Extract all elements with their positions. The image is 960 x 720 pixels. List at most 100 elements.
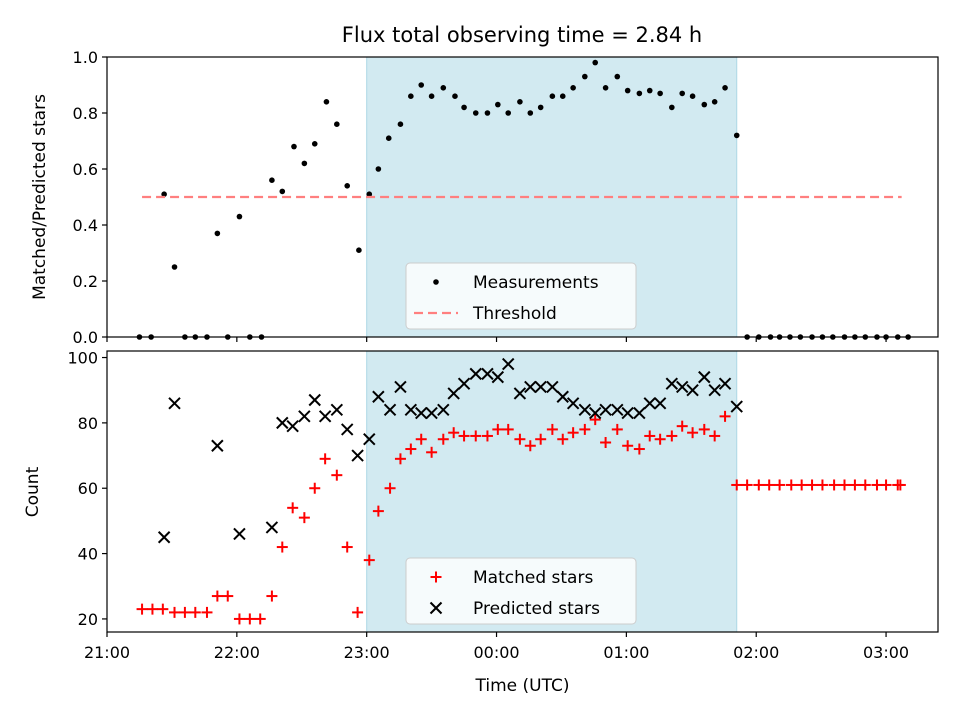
data-point bbox=[611, 403, 624, 417]
data-point bbox=[669, 104, 675, 111]
data-point bbox=[859, 479, 871, 491]
x-tick-label: 03:00 bbox=[863, 643, 909, 662]
data-point bbox=[470, 430, 482, 442]
chart-title: Flux total observing time = 2.84 h bbox=[342, 23, 702, 47]
data-point bbox=[502, 357, 515, 371]
data-point bbox=[405, 443, 417, 455]
data-point bbox=[614, 73, 621, 80]
data-point bbox=[653, 397, 667, 410]
data-point bbox=[179, 606, 191, 618]
data-point bbox=[556, 390, 569, 403]
data-point bbox=[763, 479, 775, 491]
data-point bbox=[363, 433, 376, 446]
data-point bbox=[599, 403, 612, 417]
data-point bbox=[559, 93, 566, 99]
data-point bbox=[495, 101, 501, 108]
data-point bbox=[741, 479, 753, 491]
data-point bbox=[589, 414, 601, 426]
data-point bbox=[146, 603, 158, 615]
data-point bbox=[344, 183, 351, 189]
data-point bbox=[567, 427, 579, 439]
data-point bbox=[276, 541, 288, 553]
data-point bbox=[298, 512, 310, 524]
data-point bbox=[437, 403, 450, 417]
data-point bbox=[657, 90, 663, 97]
x-tick-label: 22:00 bbox=[214, 643, 260, 662]
data-point bbox=[323, 99, 330, 105]
data-point bbox=[633, 443, 645, 455]
data-point bbox=[894, 479, 906, 491]
data-point bbox=[266, 590, 278, 602]
data-point bbox=[524, 380, 537, 394]
data-point bbox=[880, 479, 892, 491]
data-point bbox=[514, 433, 526, 445]
data-point bbox=[311, 141, 318, 147]
data-point bbox=[839, 479, 851, 491]
x-tick-label: 23:00 bbox=[344, 643, 390, 662]
y-tick-label: 80 bbox=[78, 414, 98, 433]
data-point bbox=[286, 419, 299, 433]
data-point bbox=[168, 397, 181, 410]
data-point bbox=[341, 423, 354, 436]
data-point bbox=[676, 420, 688, 432]
x-tick-label: 02:00 bbox=[733, 643, 779, 662]
x-tick-label: 00:00 bbox=[473, 643, 519, 662]
data-point bbox=[169, 606, 181, 618]
data-point bbox=[534, 380, 547, 394]
data-point bbox=[570, 85, 576, 91]
data-point bbox=[701, 101, 708, 108]
data-point bbox=[549, 93, 556, 99]
data-point bbox=[415, 406, 428, 420]
data-point bbox=[233, 527, 246, 541]
data-point bbox=[546, 380, 559, 394]
data-point bbox=[415, 433, 427, 445]
data-point bbox=[331, 469, 343, 481]
data-point bbox=[287, 502, 299, 514]
data-point bbox=[785, 479, 797, 491]
data-point bbox=[161, 191, 167, 197]
data-point bbox=[233, 613, 245, 625]
legend-box bbox=[405, 262, 637, 330]
data-point bbox=[136, 603, 148, 615]
data-point bbox=[472, 110, 479, 116]
data-point bbox=[546, 423, 558, 435]
y-tick-label: 40 bbox=[78, 545, 98, 564]
data-point bbox=[189, 606, 201, 618]
data-point bbox=[806, 479, 818, 491]
data-point bbox=[461, 104, 467, 111]
data-point bbox=[394, 453, 406, 465]
data-point bbox=[375, 166, 382, 172]
data-point bbox=[157, 531, 171, 544]
data-point bbox=[171, 264, 178, 270]
data-point bbox=[722, 85, 728, 91]
data-point bbox=[469, 367, 482, 381]
data-point bbox=[730, 400, 743, 413]
data-point bbox=[566, 397, 580, 410]
data-point bbox=[644, 430, 656, 442]
data-point bbox=[622, 440, 634, 452]
data-point bbox=[578, 403, 592, 417]
legend-entry: Matched stars bbox=[473, 568, 593, 588]
data-point bbox=[397, 121, 404, 127]
data-point bbox=[524, 440, 536, 452]
legend-box bbox=[405, 557, 637, 625]
data-point bbox=[621, 406, 634, 420]
data-point bbox=[298, 410, 311, 423]
data-point bbox=[481, 367, 494, 381]
data-point bbox=[718, 377, 732, 390]
legend-entry: Predicted stars bbox=[473, 599, 600, 619]
data-point bbox=[383, 403, 397, 417]
series-matched-stars bbox=[136, 410, 906, 625]
data-point bbox=[214, 230, 221, 237]
legend: Measurements Threshold bbox=[405, 262, 637, 330]
x-tick-label: 01:00 bbox=[603, 643, 649, 662]
data-point bbox=[276, 416, 289, 430]
x-axis-label: Time (UTC) bbox=[475, 676, 570, 696]
data-point bbox=[394, 380, 407, 394]
data-point bbox=[849, 479, 861, 491]
data-point bbox=[458, 430, 470, 442]
data-point bbox=[731, 479, 743, 491]
data-point bbox=[308, 393, 321, 407]
data-point bbox=[211, 590, 223, 602]
data-point bbox=[341, 541, 353, 553]
